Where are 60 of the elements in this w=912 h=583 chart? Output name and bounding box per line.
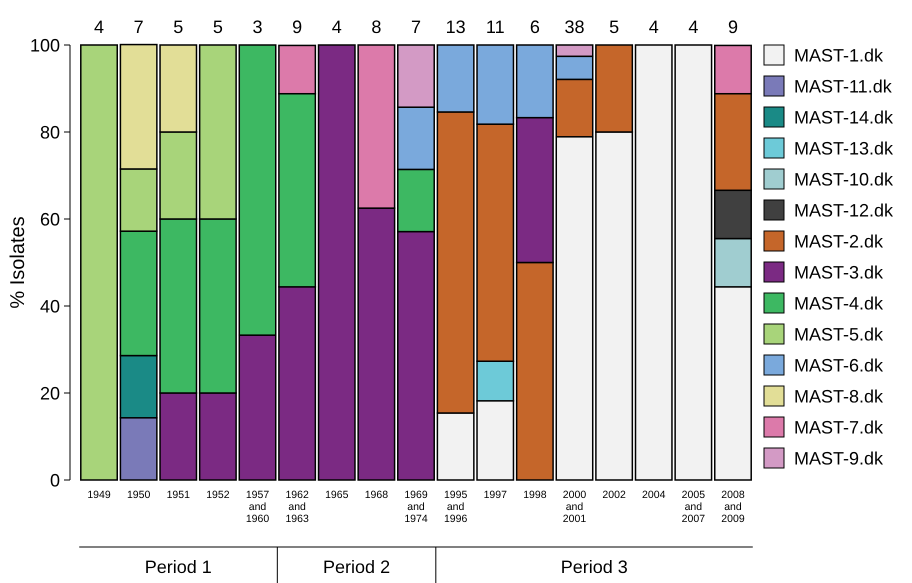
legend-label: MAST-1.dk <box>794 45 884 66</box>
text: Period 1 <box>144 557 212 577</box>
x-tick-label: 2005 and 2007 <box>682 489 706 525</box>
y-tick-label: 0 <box>50 470 60 490</box>
legend-label: MAST-14.dk <box>794 107 894 128</box>
x-tick-label: 1957 and 1960 <box>246 489 270 525</box>
annotation: 6 <box>530 17 540 37</box>
legend-label: MAST-4.dk <box>794 293 884 314</box>
annotation: 38 <box>564 17 585 37</box>
annotation: 3 <box>252 17 263 37</box>
x-tick-label: 1998 <box>523 489 547 501</box>
y-tick-label: 60 <box>40 209 60 230</box>
legend-label: MAST-9.dk <box>794 448 884 468</box>
annotation: 13 <box>446 17 466 37</box>
x-tick-label: 1962 and 1963 <box>285 489 309 525</box>
bar <box>318 44 356 481</box>
x-tick-label: 1995 and 1996 <box>444 489 468 525</box>
y-tick-label: 20 <box>40 383 60 404</box>
x-tick-label: 1969 and 1974 <box>404 489 428 525</box>
text: Period 2 <box>323 557 390 577</box>
y-tick-label: 40 <box>40 296 60 316</box>
y-tick-label: 100 <box>30 35 60 56</box>
annotation: 9 <box>728 17 738 37</box>
x-tick-label: 1968 <box>364 489 388 501</box>
legend-label: MAST-3.dk <box>794 262 884 282</box>
bar <box>634 44 673 481</box>
annotation: 9 <box>292 17 302 37</box>
annotation: 4 <box>648 17 659 37</box>
x-tick-label: 1950 <box>126 489 150 501</box>
annotation: 11 <box>486 17 505 37</box>
x-tick-label: 1951 <box>166 489 190 501</box>
x-tick-label: 2002 <box>602 489 626 501</box>
x-tick-label: 2000 and 2001 <box>562 489 586 525</box>
annotation: 5 <box>609 17 620 37</box>
x-tick-label: 1965 <box>325 489 349 501</box>
legend-label: MAST-5.dk <box>794 324 884 344</box>
legend-label: MAST-7.dk <box>794 417 884 438</box>
legend-label: MAST-13.dk <box>794 138 894 158</box>
legend-label: MAST-11.dk <box>794 76 893 96</box>
annotation: 5 <box>173 17 184 37</box>
legend-label: MAST-6.dk <box>794 355 884 376</box>
annotation: 4 <box>332 17 342 37</box>
x-tick-label: 2008 and 2009 <box>721 489 745 525</box>
annotation: 7 <box>134 17 144 37</box>
annotation: 7 <box>410 17 422 37</box>
y-axis-title: % Isolates <box>7 216 29 309</box>
legend-label: MAST-10.dk <box>794 169 894 190</box>
legend-label: MAST-12.dk <box>794 200 894 220</box>
annotation: 8 <box>371 17 382 37</box>
x-tick-label: 1997 <box>484 489 508 501</box>
x-tick-label: 2004 <box>642 489 666 501</box>
annotation: 4 <box>94 17 104 37</box>
x-tick-label: 1952 <box>206 489 230 501</box>
legend-label: MAST-8.dk <box>794 386 884 406</box>
x-tick-label: 1949 <box>87 489 111 501</box>
text: Period 3 <box>560 557 628 577</box>
y-tick-label: 80 <box>40 122 60 142</box>
annotation: 5 <box>212 17 223 37</box>
annotation: 4 <box>688 17 698 37</box>
legend-label: MAST-2.dk <box>794 231 884 252</box>
